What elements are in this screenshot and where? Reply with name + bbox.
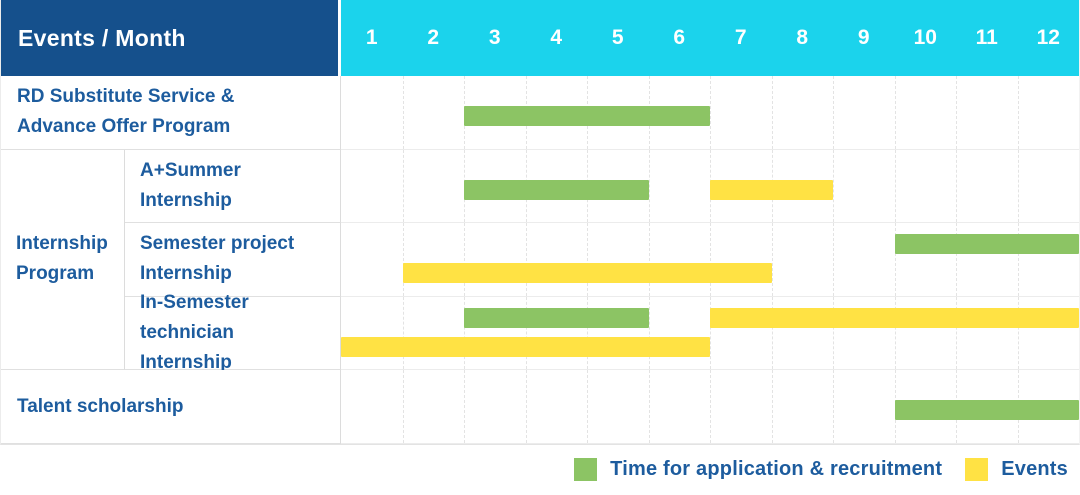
month-gridline-cell xyxy=(956,149,1018,223)
legend: Time for application & recruitment Events xyxy=(0,445,1080,495)
row-label: Talent scholarship xyxy=(1,370,341,444)
month-gridline-cell xyxy=(710,76,772,149)
application-bar xyxy=(464,106,710,126)
month-header-row: 1 2 3 4 5 6 7 8 9 10 11 12 xyxy=(341,0,1079,76)
month-label: 12 xyxy=(1036,26,1060,49)
month-gridline-cell xyxy=(587,223,649,296)
month-gridline-cell xyxy=(587,370,649,443)
events-bar xyxy=(710,307,1079,328)
month-gridline-cell xyxy=(402,223,465,296)
legend-swatch-events xyxy=(965,458,989,482)
month-gridline-cell xyxy=(894,149,957,223)
month-label: 10 xyxy=(913,26,937,49)
month-label: 7 xyxy=(734,26,747,49)
month-gridline-cell xyxy=(833,296,895,370)
row-chart xyxy=(341,149,1080,224)
month-gridline-cell xyxy=(464,223,526,296)
application-bar xyxy=(464,179,649,200)
month-gridline-cell xyxy=(1017,296,1080,370)
month-gridline-cell xyxy=(648,370,711,443)
gantt-grid: Events / Month 1 2 3 4 5 6 7 8 9 10 11 12 RD Substi… xyxy=(0,0,1080,445)
month-gridline-cell xyxy=(587,296,649,370)
month-gridline-cell xyxy=(464,296,526,370)
month-gridline-cell xyxy=(771,370,834,443)
month-gridline-cell xyxy=(341,223,403,296)
month-gridline-cell xyxy=(525,296,588,370)
month-gridline-cell xyxy=(956,296,1018,370)
legend-swatch-application xyxy=(574,458,598,482)
group-label: Internship Program xyxy=(1,149,125,371)
row-sublabel: A+Summer Internship xyxy=(125,149,341,224)
month-gridline-cell xyxy=(341,150,403,223)
month-gridline-cell xyxy=(894,296,957,370)
month-gridline-cell xyxy=(402,149,465,223)
month-gridline-cell xyxy=(894,76,957,149)
application-bar xyxy=(464,307,649,328)
month-label: 3 xyxy=(488,26,501,49)
row-chart xyxy=(341,370,1079,444)
month-gridline-cell xyxy=(648,223,711,296)
month-gridline-cell xyxy=(402,370,465,443)
application-bar xyxy=(894,400,1079,421)
events-bar xyxy=(710,179,833,200)
month-label: 4 xyxy=(550,26,563,49)
row-sublabel: In-Semester technician Internship xyxy=(125,292,341,373)
month-gridline-cell xyxy=(1017,76,1080,149)
month-gridline-cell xyxy=(833,223,895,296)
month-gridline-cell xyxy=(525,370,588,443)
legend-label-events: Events xyxy=(1001,458,1068,481)
month-gridline-cell xyxy=(1017,149,1080,223)
legend-label-application: Time for application & recruitment xyxy=(610,458,943,481)
legend-item-events: Events xyxy=(965,458,1068,482)
month-gridline-cell xyxy=(648,296,711,370)
month-gridline-cell xyxy=(956,223,1018,296)
month-gridline-cell xyxy=(525,223,588,296)
month-gridline-cell xyxy=(341,297,403,370)
month-gridline-cell xyxy=(341,370,403,443)
month-gridline-cell xyxy=(833,76,895,149)
month-gridline-cell xyxy=(771,296,834,370)
month-gridline-cell xyxy=(464,370,526,443)
month-gridline-cell xyxy=(771,76,834,149)
month-gridline-cell xyxy=(833,370,895,443)
month-gridline-cell xyxy=(710,370,772,443)
legend-item-application: Time for application & recruitment xyxy=(574,458,943,482)
month-gridline-cell xyxy=(402,76,465,149)
month-label: 5 xyxy=(611,26,624,49)
month-gridline-cell xyxy=(833,149,895,223)
row-chart xyxy=(341,76,1079,150)
row-label: RD Substitute Service & Advance Offer Pr… xyxy=(1,76,341,150)
month-gridline-cell xyxy=(1017,223,1080,296)
month-label: 11 xyxy=(975,26,998,49)
row-sublabel: Semester project Internship xyxy=(125,223,341,297)
month-gridline-cell xyxy=(771,223,834,296)
month-label: 8 xyxy=(796,26,809,49)
month-label: 2 xyxy=(427,26,440,49)
month-gridline-cell xyxy=(341,76,403,149)
month-label: 6 xyxy=(673,26,686,49)
row-chart xyxy=(341,296,1080,371)
events-bar xyxy=(402,263,772,284)
month-gridline-cell xyxy=(710,223,772,296)
month-gridline-cell xyxy=(956,76,1018,149)
application-bar xyxy=(894,234,1079,255)
row-chart xyxy=(341,223,1079,297)
month-gridline-cell xyxy=(710,296,772,370)
month-label: 9 xyxy=(857,26,870,49)
month-label: 1 xyxy=(365,26,378,49)
month-gridline-cell xyxy=(648,149,711,223)
events-bar xyxy=(341,336,710,357)
month-gridline-cell xyxy=(894,223,957,296)
month-gridline-cell xyxy=(402,296,465,370)
events-month-header: Events / Month xyxy=(1,0,341,76)
